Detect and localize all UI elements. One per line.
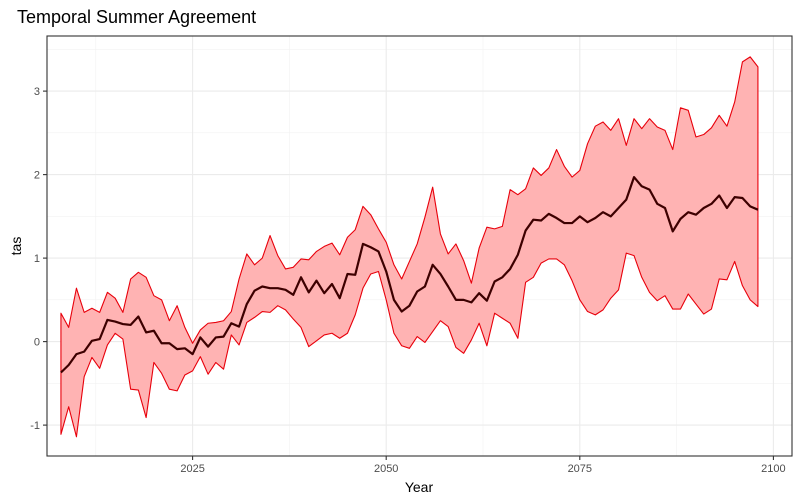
range-band (60, 56, 759, 438)
y-axis-title: tas (8, 237, 24, 256)
range-band-area (60, 56, 759, 438)
x-axis-title: Year (405, 479, 434, 495)
panel-border (46, 35, 793, 457)
chart-title: Temporal Summer Agreement (17, 7, 256, 27)
x-tick-label: 2075 (568, 463, 592, 475)
axis-ticks: 2025 2050 2075 2100 -1 0 1 2 3 (30, 86, 785, 475)
mean-line (60, 176, 759, 374)
mean-line-group (60, 176, 759, 374)
y-tick-label: -1 (30, 420, 40, 432)
x-tick-label: 2025 (180, 463, 204, 475)
y-tick-label: 1 (34, 253, 40, 265)
y-tick-label: 3 (34, 86, 40, 98)
x-tick-label: 2100 (761, 463, 785, 475)
y-tick-label: 2 (34, 170, 40, 182)
x-tick-label: 2050 (374, 463, 398, 475)
y-tick-label: 0 (34, 337, 40, 349)
